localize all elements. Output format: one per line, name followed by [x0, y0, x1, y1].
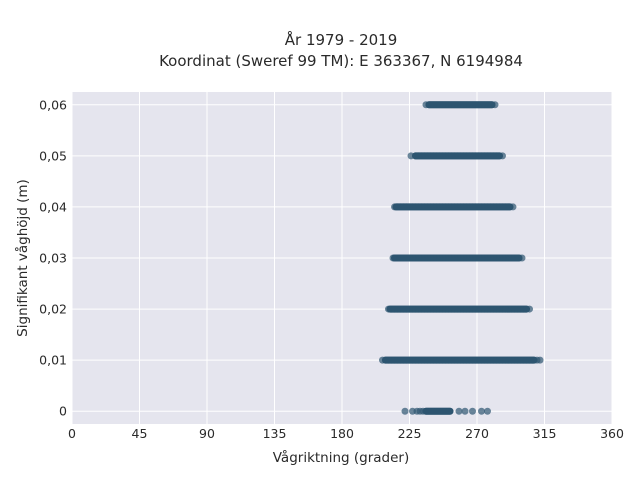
x-tick-label: 315 — [533, 426, 557, 441]
data-point — [391, 203, 398, 211]
data-point — [422, 101, 430, 109]
data-point — [461, 407, 469, 415]
data-point — [526, 305, 533, 313]
y-tick-label: 0,04 — [39, 199, 67, 214]
data-point — [407, 152, 415, 160]
data-point — [446, 407, 454, 415]
y-tick-label: 0 — [59, 404, 67, 419]
data-point — [401, 407, 409, 415]
data-point — [419, 407, 427, 415]
y-axis-label: Signifikant våghöjd (m) — [14, 179, 31, 337]
data-point — [536, 356, 544, 364]
x-tick-label: 225 — [398, 426, 422, 441]
x-tick-label: 270 — [465, 426, 489, 441]
chart-title-line2: Koordinat (Sweref 99 TM): E 363367, N 61… — [159, 52, 523, 70]
data-point — [518, 254, 526, 262]
data-point — [478, 407, 485, 415]
data-point — [379, 356, 386, 364]
data-point — [385, 305, 392, 313]
data-point — [389, 254, 397, 262]
y-tick-label: 0,02 — [39, 302, 67, 317]
x-tick-label: 180 — [330, 426, 354, 441]
y-tick-label: 0,03 — [39, 251, 67, 266]
x-tick-label: 135 — [263, 426, 287, 441]
chart-title-line1: År 1979 - 2019 — [285, 30, 398, 49]
data-point — [509, 203, 517, 211]
x-tick-label: 45 — [132, 426, 148, 441]
x-axis-label: Vågriktning (grader) — [273, 449, 410, 466]
data-point — [455, 407, 463, 415]
y-tick-label: 0,05 — [39, 148, 67, 163]
data-point — [491, 101, 499, 109]
data-point — [469, 407, 476, 415]
y-tick-label: 0,06 — [39, 97, 67, 112]
data-points — [379, 101, 544, 415]
data-point — [484, 407, 491, 415]
x-tick-label: 90 — [199, 426, 215, 441]
x-tick-label: 360 — [600, 426, 624, 441]
tick-labels: 0 45 90 135 180 225 270 315 360 0 0,01 0,02 0,03 0,04… — [39, 97, 624, 441]
y-tick-label: 0,01 — [39, 353, 67, 368]
data-point — [499, 152, 506, 160]
x-tick-label: 0 — [68, 426, 76, 441]
